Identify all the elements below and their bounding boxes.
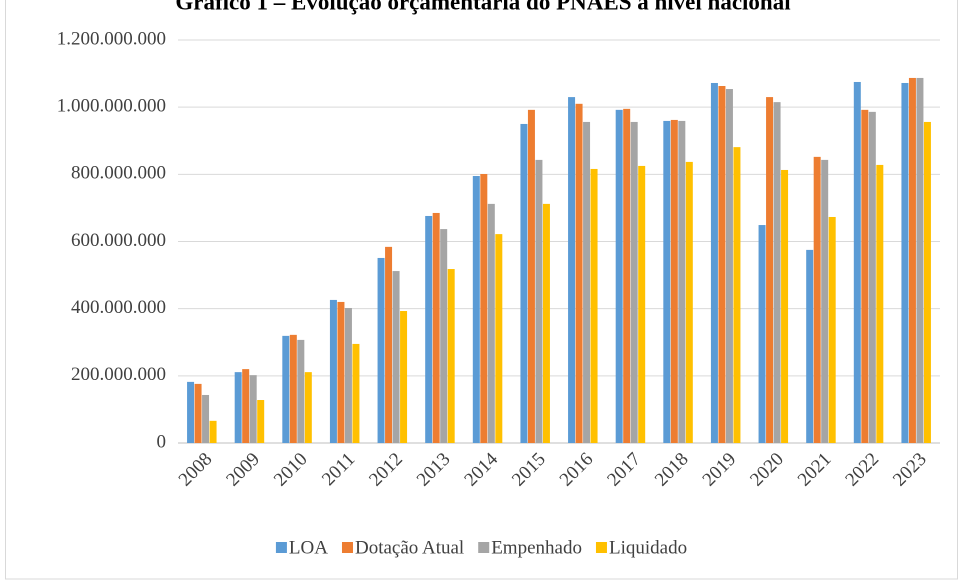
bar <box>385 246 393 443</box>
chart-title: Gráfico 1 – Evolução orçamentária do PNA… <box>175 0 790 14</box>
bar <box>821 159 829 443</box>
bar <box>630 121 638 444</box>
bar <box>766 97 774 443</box>
bar <box>257 400 265 443</box>
bar <box>187 381 195 443</box>
bar <box>828 216 836 443</box>
bar <box>202 394 210 443</box>
bar <box>868 111 876 443</box>
bar <box>670 119 678 443</box>
bar <box>710 82 718 443</box>
bar <box>758 225 766 443</box>
bar <box>685 161 693 443</box>
y-tick-label: 1.200.000.000 <box>57 28 166 49</box>
bar <box>527 109 535 443</box>
bar <box>813 156 821 443</box>
legend-swatch <box>275 542 287 553</box>
bar <box>249 375 257 443</box>
bar <box>923 121 931 444</box>
bar <box>480 173 488 443</box>
legend-swatch <box>341 542 353 553</box>
bar <box>876 164 884 443</box>
bar <box>234 372 242 443</box>
legend-label: Dotação Atual <box>355 537 464 558</box>
bar <box>392 271 400 443</box>
y-tick-label: 200.000.000 <box>71 364 166 385</box>
bar <box>289 334 297 443</box>
bar <box>400 311 408 443</box>
bar <box>638 165 646 443</box>
bar <box>337 301 345 443</box>
bar <box>520 123 528 443</box>
bar <box>678 120 686 443</box>
bar <box>542 203 550 443</box>
bar <box>209 420 217 443</box>
legend-label: Empenhado <box>491 537 582 558</box>
bar <box>432 212 440 443</box>
bar <box>663 120 671 443</box>
bar <box>329 299 337 443</box>
y-tick-label: 400.000.000 <box>71 297 166 318</box>
bar <box>615 109 623 443</box>
bar <box>575 103 583 443</box>
bar <box>472 176 480 443</box>
bar <box>447 269 455 443</box>
bar <box>623 108 631 444</box>
bar <box>194 383 202 443</box>
bar <box>495 234 503 443</box>
bar <box>352 343 360 443</box>
legend-label: Liquidado <box>609 537 687 558</box>
bar <box>781 169 789 443</box>
bar <box>733 147 741 443</box>
legend-label: LOA <box>289 537 328 558</box>
legend-swatch <box>595 542 607 553</box>
bar <box>773 102 781 444</box>
bar <box>304 372 312 443</box>
bar <box>377 257 385 443</box>
bar <box>242 369 250 443</box>
bar <box>806 249 814 443</box>
bar <box>344 307 352 443</box>
bar <box>282 335 290 443</box>
bar <box>901 82 909 443</box>
bar <box>908 77 916 444</box>
bar <box>861 109 869 443</box>
bar <box>425 215 433 443</box>
legend-swatch <box>478 542 490 553</box>
bar <box>568 97 576 443</box>
y-tick-label: 0 <box>157 431 167 452</box>
bar <box>853 81 861 444</box>
bar <box>535 159 543 443</box>
bar <box>718 86 726 444</box>
bar <box>590 168 598 443</box>
bar <box>297 339 305 443</box>
bar <box>440 229 448 443</box>
bar <box>725 89 733 443</box>
y-tick-label: 800.000.000 <box>71 163 166 184</box>
bar <box>583 121 591 444</box>
y-tick-label: 600.000.000 <box>71 230 166 251</box>
bar <box>487 203 495 443</box>
bar <box>916 77 924 444</box>
y-tick-label: 1.000.000.000 <box>57 96 166 117</box>
